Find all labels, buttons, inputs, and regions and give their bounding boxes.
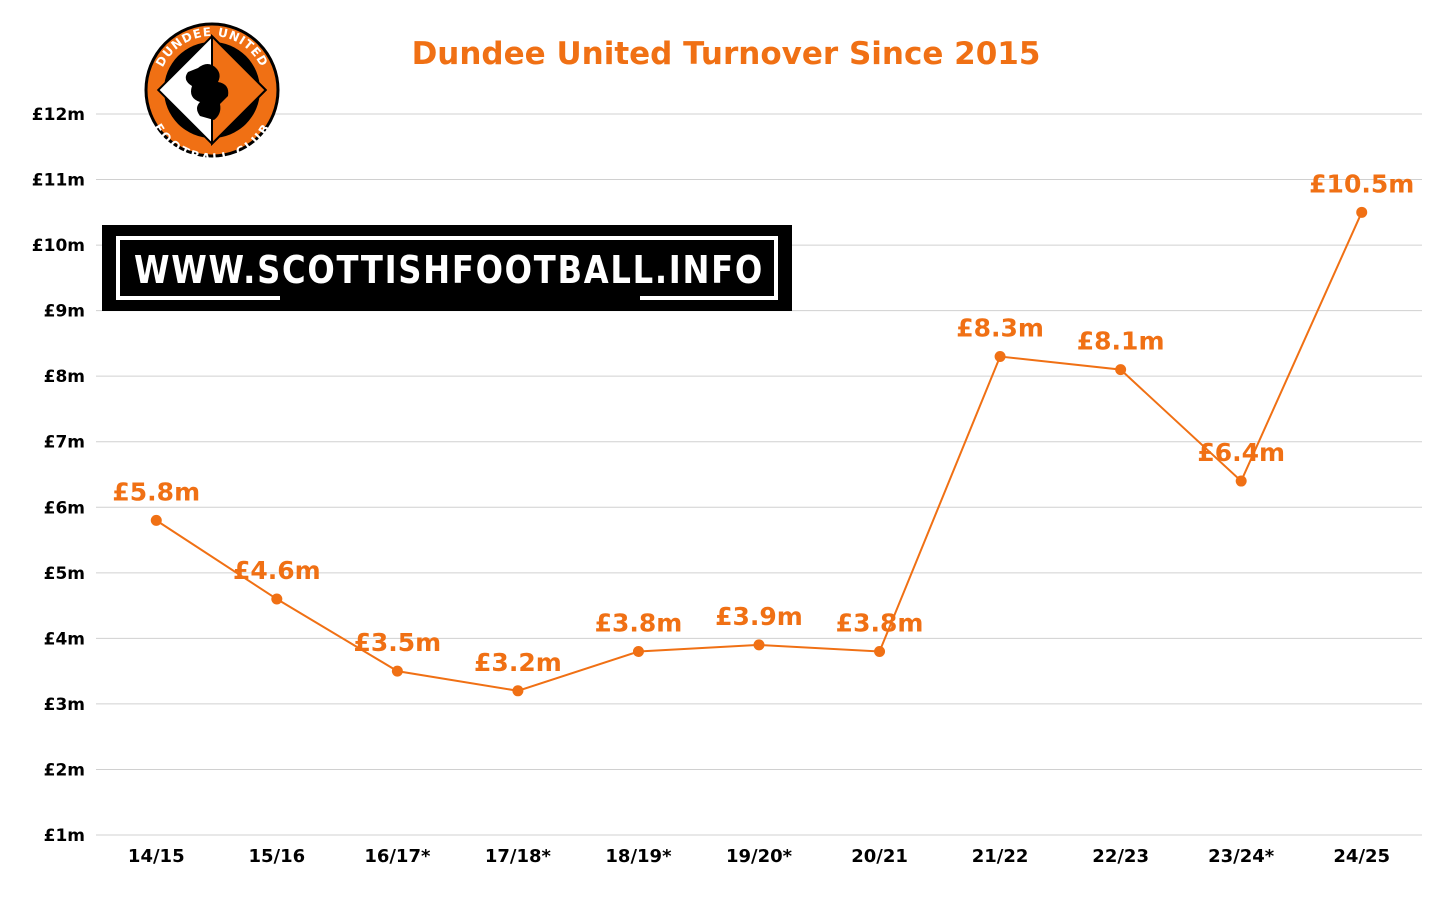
data-labels: £5.8m £4.6m £3.5m £3.2m £3.8m £3.9m £3.8m £8.3m… bbox=[112, 169, 1414, 676]
data-points bbox=[150, 206, 1368, 697]
data-point bbox=[753, 639, 765, 651]
x-tick-label: 24/25 bbox=[1333, 846, 1390, 867]
y-tick-label: £9m bbox=[44, 302, 85, 322]
data-point bbox=[271, 593, 283, 605]
x-axis-ticks: 14/15 15/16 16/17* 17/18* 18/19* 19/20* 20/21 2… bbox=[128, 846, 1390, 867]
y-axis-ticks: £1m £2m £3m £4m £5m £6m £7m £8m £9m £10m £11m £12m bbox=[32, 105, 85, 846]
x-tick-label: 16/17* bbox=[364, 846, 431, 867]
x-tick-label: 14/15 bbox=[128, 846, 185, 867]
data-point bbox=[632, 645, 644, 657]
y-tick-label: £7m bbox=[44, 433, 85, 453]
data-label: £8.1m bbox=[1077, 327, 1165, 356]
x-tick-label: 21/22 bbox=[972, 846, 1029, 867]
banner-url-text: WWW.SCOTTISHFOOTBALL.INFO bbox=[134, 248, 764, 292]
data-label: £10.5m bbox=[1309, 169, 1414, 198]
data-label: £3.8m bbox=[836, 608, 924, 637]
y-tick-label: £8m bbox=[44, 367, 85, 387]
data-point bbox=[1356, 206, 1368, 218]
data-point bbox=[1235, 475, 1247, 487]
dundee-united-crest-logo: DUNDEE UNITED FOOTBALL CLUB bbox=[144, 22, 280, 165]
y-tick-label: £2m bbox=[44, 760, 85, 780]
gridlines bbox=[96, 113, 1422, 836]
x-tick-label: 19/20* bbox=[726, 846, 793, 867]
data-point bbox=[874, 645, 886, 657]
data-label: £5.8m bbox=[112, 477, 200, 506]
x-tick-label: 20/21 bbox=[851, 846, 908, 867]
y-tick-label: £4m bbox=[44, 629, 85, 649]
data-point bbox=[512, 685, 524, 697]
x-tick-label: 18/19* bbox=[605, 846, 672, 867]
data-label: £8.3m bbox=[956, 314, 1044, 343]
data-label: £3.5m bbox=[353, 628, 441, 657]
y-tick-label: £6m bbox=[44, 498, 85, 518]
y-tick-label: £10m bbox=[32, 236, 85, 256]
data-point bbox=[1115, 364, 1127, 376]
y-tick-label: £11m bbox=[32, 171, 85, 191]
chart-title: Dundee United Turnover Since 2015 bbox=[412, 36, 1041, 72]
x-tick-label: 23/24* bbox=[1208, 846, 1275, 867]
y-tick-label: £5m bbox=[44, 564, 85, 584]
data-label: £3.2m bbox=[474, 648, 562, 677]
data-label: £6.4m bbox=[1197, 438, 1285, 467]
data-point bbox=[391, 665, 403, 677]
data-label: £3.9m bbox=[715, 602, 803, 631]
data-label: £4.6m bbox=[233, 556, 321, 585]
x-tick-label: 15/16 bbox=[248, 846, 305, 867]
data-label: £3.8m bbox=[595, 608, 683, 637]
x-tick-label: 22/23 bbox=[1092, 846, 1149, 867]
y-tick-label: £1m bbox=[44, 826, 85, 846]
y-tick-label: £12m bbox=[32, 105, 85, 125]
y-tick-label: £3m bbox=[44, 695, 85, 715]
data-point bbox=[150, 514, 162, 526]
x-tick-label: 17/18* bbox=[485, 846, 552, 867]
data-point bbox=[994, 351, 1006, 363]
website-banner: WWW.SCOTTISHFOOTBALL.INFO bbox=[102, 225, 792, 311]
